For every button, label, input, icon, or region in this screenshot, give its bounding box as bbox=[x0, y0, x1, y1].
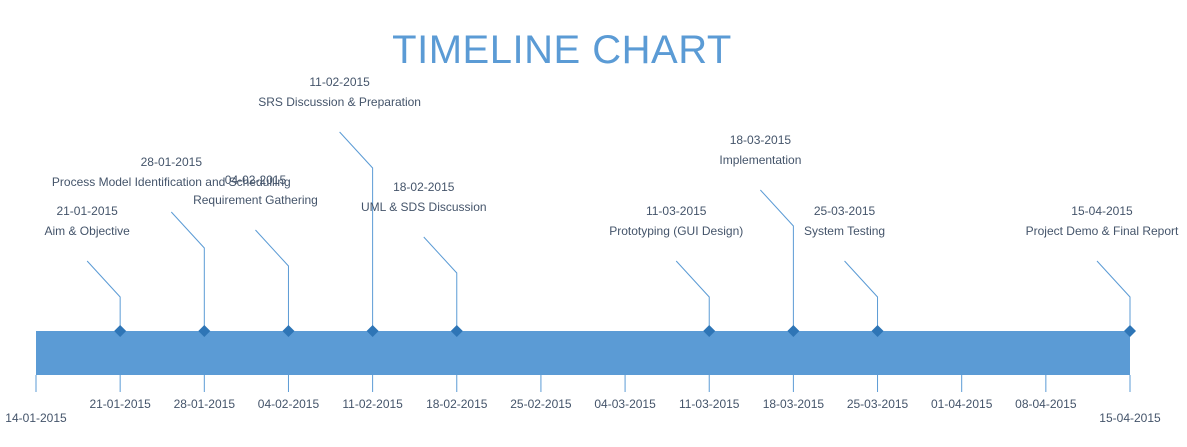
milestone-marker bbox=[871, 325, 884, 337]
tick-label: 08-04-2015 bbox=[1015, 397, 1077, 411]
milestone-date: 21-01-2015 bbox=[56, 204, 118, 218]
tick-label: 15-04-2015 bbox=[1099, 411, 1161, 425]
milestone-connector bbox=[760, 189, 794, 331]
tick-label: 21-01-2015 bbox=[89, 397, 151, 411]
tick-label: 04-03-2015 bbox=[594, 397, 656, 411]
milestone-label: Process Model Identification and Schedul… bbox=[52, 175, 291, 189]
milestone-connector bbox=[1096, 260, 1131, 331]
milestone-marker bbox=[366, 325, 379, 337]
milestone-label: Requirement Gathering bbox=[193, 193, 318, 207]
tick-label: 11-02-2015 bbox=[342, 397, 403, 411]
milestone-connector bbox=[423, 236, 458, 331]
milestone-connector bbox=[170, 211, 205, 331]
milestone-connector bbox=[86, 260, 121, 331]
milestone-date: 04-02-2015 bbox=[225, 173, 287, 187]
milestone-date: 25-03-2015 bbox=[814, 204, 876, 218]
milestone-label: SRS Discussion & Preparation bbox=[258, 95, 421, 109]
milestone-connector bbox=[339, 131, 374, 331]
tick-label: 28-01-2015 bbox=[174, 397, 236, 411]
milestone-date: 18-03-2015 bbox=[730, 133, 792, 147]
milestone-marker bbox=[198, 325, 211, 337]
milestone-label: UML & SDS Discussion bbox=[361, 200, 487, 214]
milestone-marker bbox=[1124, 325, 1136, 337]
tick-label: 01-04-2015 bbox=[931, 397, 993, 411]
milestone-marker bbox=[450, 325, 463, 337]
tick-label: 25-03-2015 bbox=[847, 397, 909, 411]
milestone-connector bbox=[255, 229, 289, 331]
tick-label: 18-02-2015 bbox=[426, 397, 488, 411]
milestone-label: Prototyping (GUI Design) bbox=[609, 224, 743, 238]
chart-title: TIMELINE CHART bbox=[392, 28, 732, 72]
milestone-connector bbox=[844, 260, 879, 331]
milestone-label: System Testing bbox=[804, 224, 885, 238]
milestone-marker bbox=[703, 325, 716, 337]
milestone-date: 11-03-2015 bbox=[646, 204, 707, 218]
milestone-label: Implementation bbox=[719, 153, 801, 167]
tick-label: 14-01-2015 bbox=[5, 411, 67, 425]
milestone-date: 18-02-2015 bbox=[393, 180, 455, 194]
tick-label: 18-03-2015 bbox=[763, 397, 825, 411]
milestone-marker bbox=[114, 325, 127, 337]
timeline-bar bbox=[36, 331, 1130, 375]
milestone-label: Project Demo & Final Report bbox=[1026, 224, 1179, 238]
milestone-date: 11-02-2015 bbox=[309, 75, 370, 89]
tick-label: 04-02-2015 bbox=[258, 397, 320, 411]
milestone-date: 28-01-2015 bbox=[141, 155, 203, 169]
milestone-marker bbox=[282, 325, 295, 337]
milestone-marker bbox=[787, 325, 800, 337]
tick-label: 25-02-2015 bbox=[510, 397, 572, 411]
milestone-label: Aim & Objective bbox=[44, 224, 130, 238]
tick-label: 11-03-2015 bbox=[679, 397, 740, 411]
milestone-date: 15-04-2015 bbox=[1071, 204, 1133, 218]
milestone-connector bbox=[675, 260, 710, 331]
